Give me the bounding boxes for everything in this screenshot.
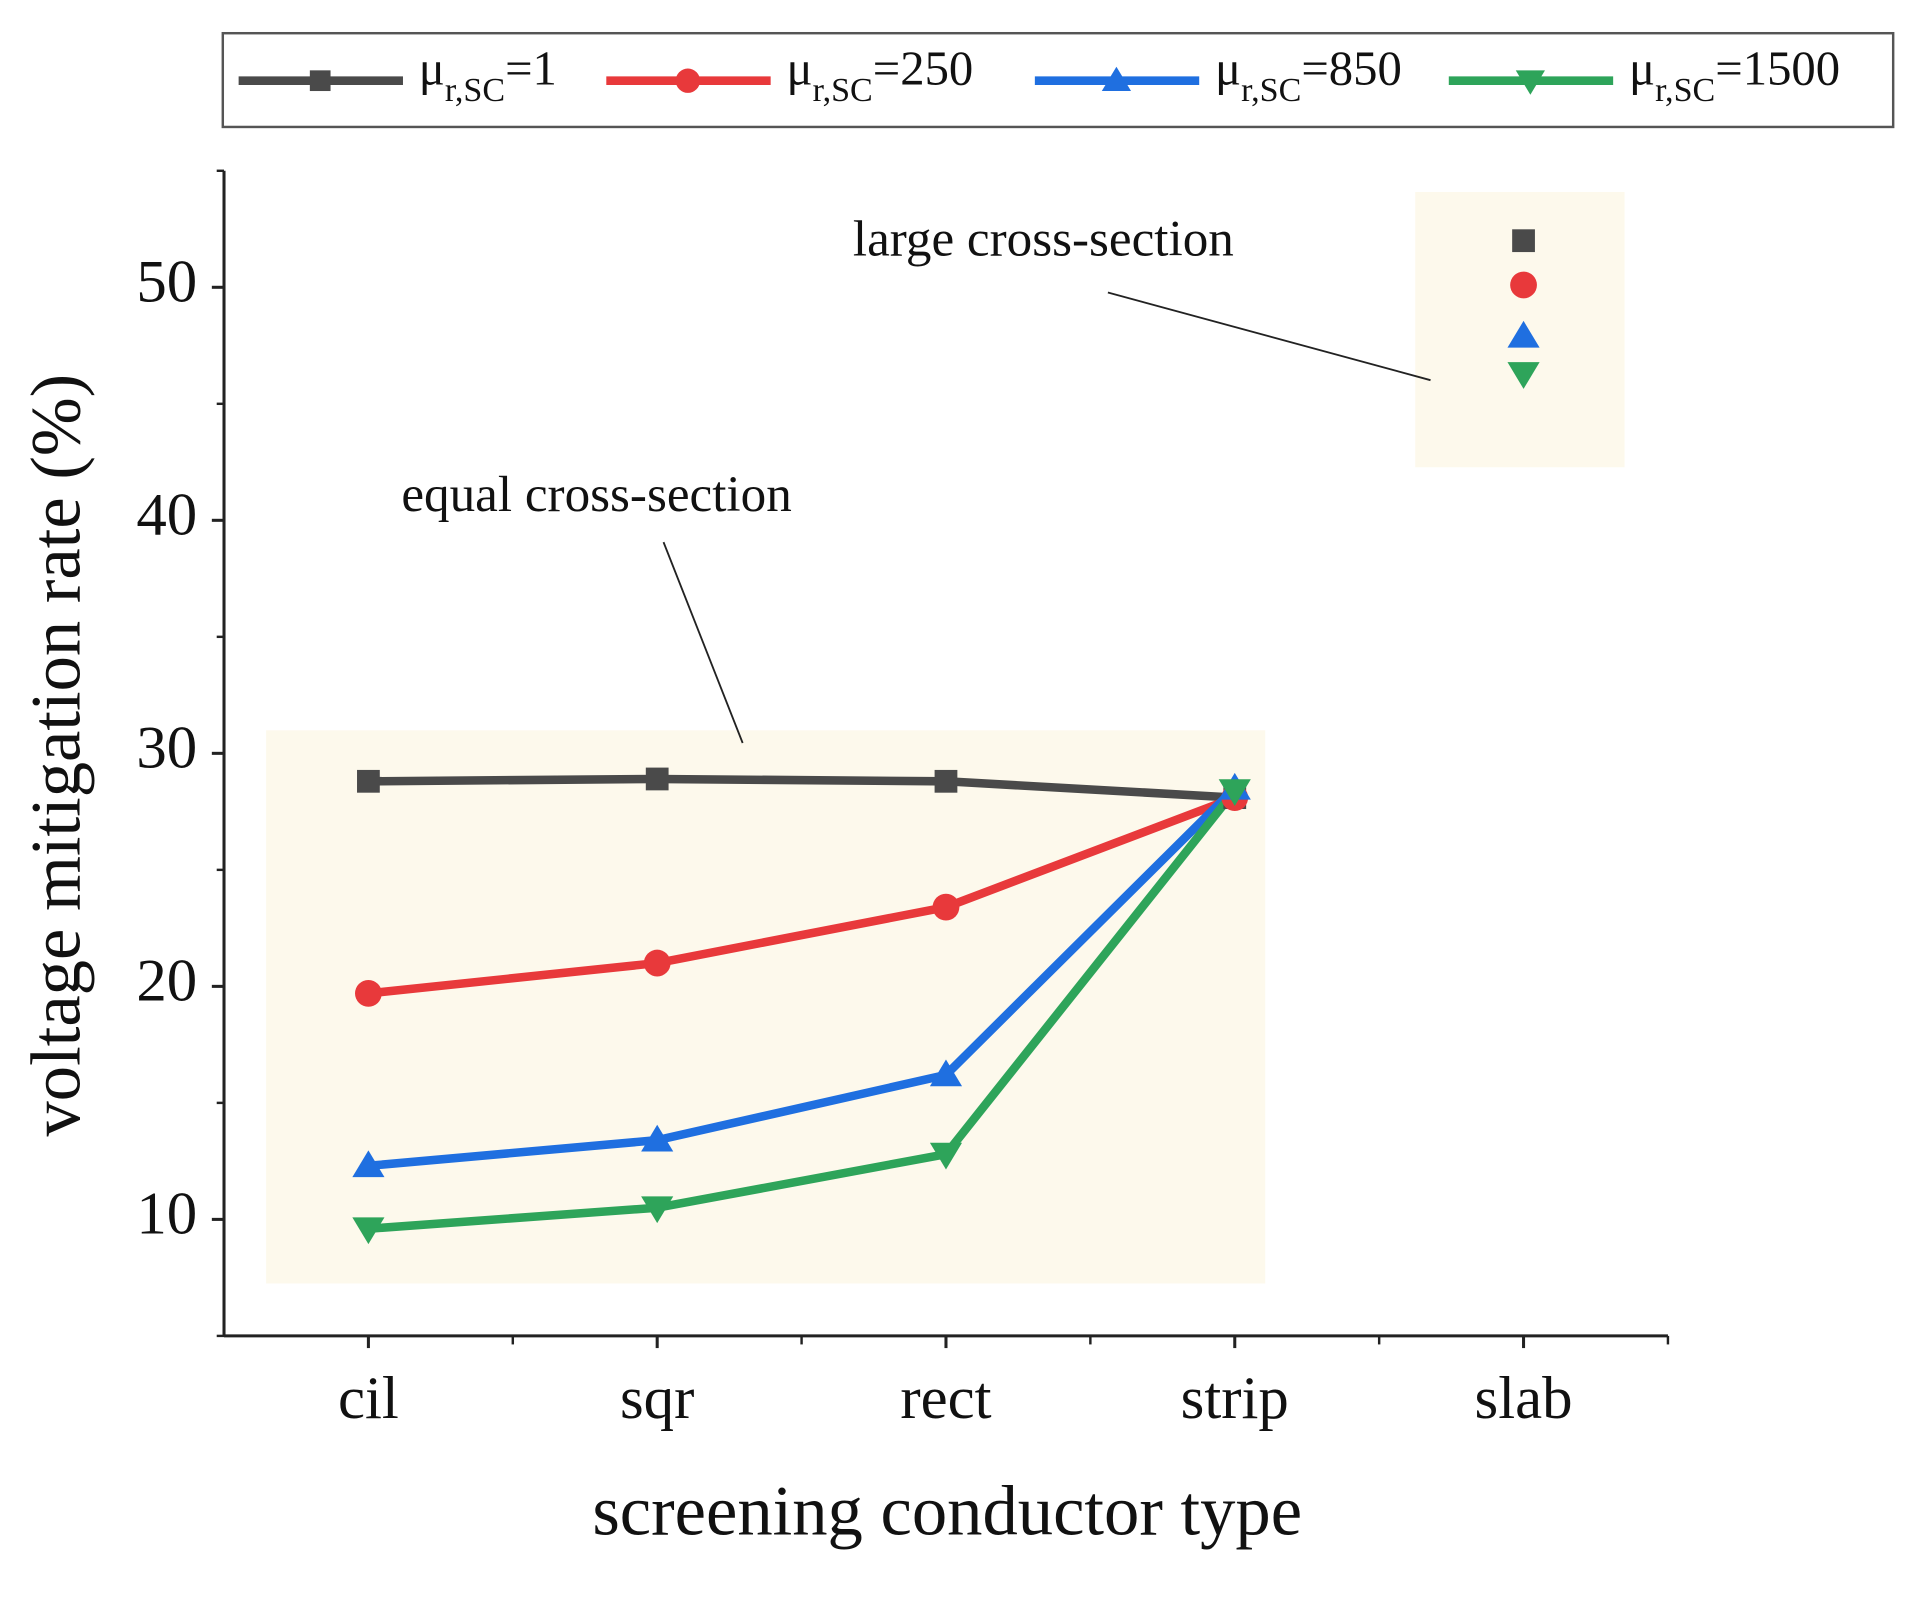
y-tick-label: 20 bbox=[136, 947, 197, 1014]
marker bbox=[641, 1124, 674, 1152]
annotation-leader bbox=[662, 541, 744, 744]
marker bbox=[932, 893, 960, 921]
annotation: equal cross-section bbox=[401, 466, 791, 523]
group-layer bbox=[266, 191, 1625, 1284]
x-tick-label: cil bbox=[338, 1365, 399, 1432]
marker bbox=[1101, 66, 1132, 92]
marker bbox=[1218, 779, 1251, 807]
marker bbox=[929, 1059, 963, 1087]
x-tick-label: rect bbox=[900, 1365, 991, 1432]
x-axis-title: screening conductor type bbox=[592, 1473, 1302, 1551]
marker bbox=[1512, 229, 1535, 253]
annotation: large cross-section bbox=[853, 211, 1234, 268]
x-tick-label: strip bbox=[1181, 1365, 1289, 1432]
marker bbox=[355, 979, 382, 1007]
marker bbox=[675, 68, 701, 93]
marker bbox=[352, 1217, 385, 1245]
x-tick-label: sqr bbox=[620, 1365, 694, 1432]
series-line bbox=[368, 787, 1239, 1233]
marker bbox=[352, 1150, 385, 1178]
legend-label: μr,SC=1 bbox=[419, 42, 557, 109]
marker bbox=[309, 70, 331, 92]
marker bbox=[643, 949, 671, 977]
marker bbox=[357, 769, 380, 793]
y-tick-label: 50 bbox=[136, 248, 197, 315]
legend-label: μr,SC=850 bbox=[1215, 42, 1402, 109]
marker bbox=[1510, 271, 1537, 299]
y-tick-label: 30 bbox=[136, 714, 197, 781]
series-line bbox=[368, 774, 1236, 802]
marker bbox=[934, 769, 958, 793]
y-tick-label: 40 bbox=[136, 481, 197, 548]
marker bbox=[929, 1142, 963, 1170]
marker bbox=[645, 767, 669, 791]
y-tick-label: 10 bbox=[136, 1180, 197, 1247]
x-tick-label: slab bbox=[1475, 1365, 1573, 1432]
marker bbox=[1507, 362, 1540, 389]
group-shade bbox=[266, 730, 1266, 1284]
y-axis-title: voltage mitigation rate (%) bbox=[18, 374, 96, 1137]
marker bbox=[1507, 320, 1540, 348]
series-line bbox=[367, 793, 1237, 998]
series-line bbox=[368, 785, 1238, 1171]
annotation-leader bbox=[1107, 291, 1431, 382]
legend-label: μr,SC=1500 bbox=[1629, 42, 1840, 109]
marker bbox=[1515, 70, 1545, 95]
legend-label: μr,SC=250 bbox=[786, 42, 973, 109]
marker bbox=[641, 1196, 674, 1224]
